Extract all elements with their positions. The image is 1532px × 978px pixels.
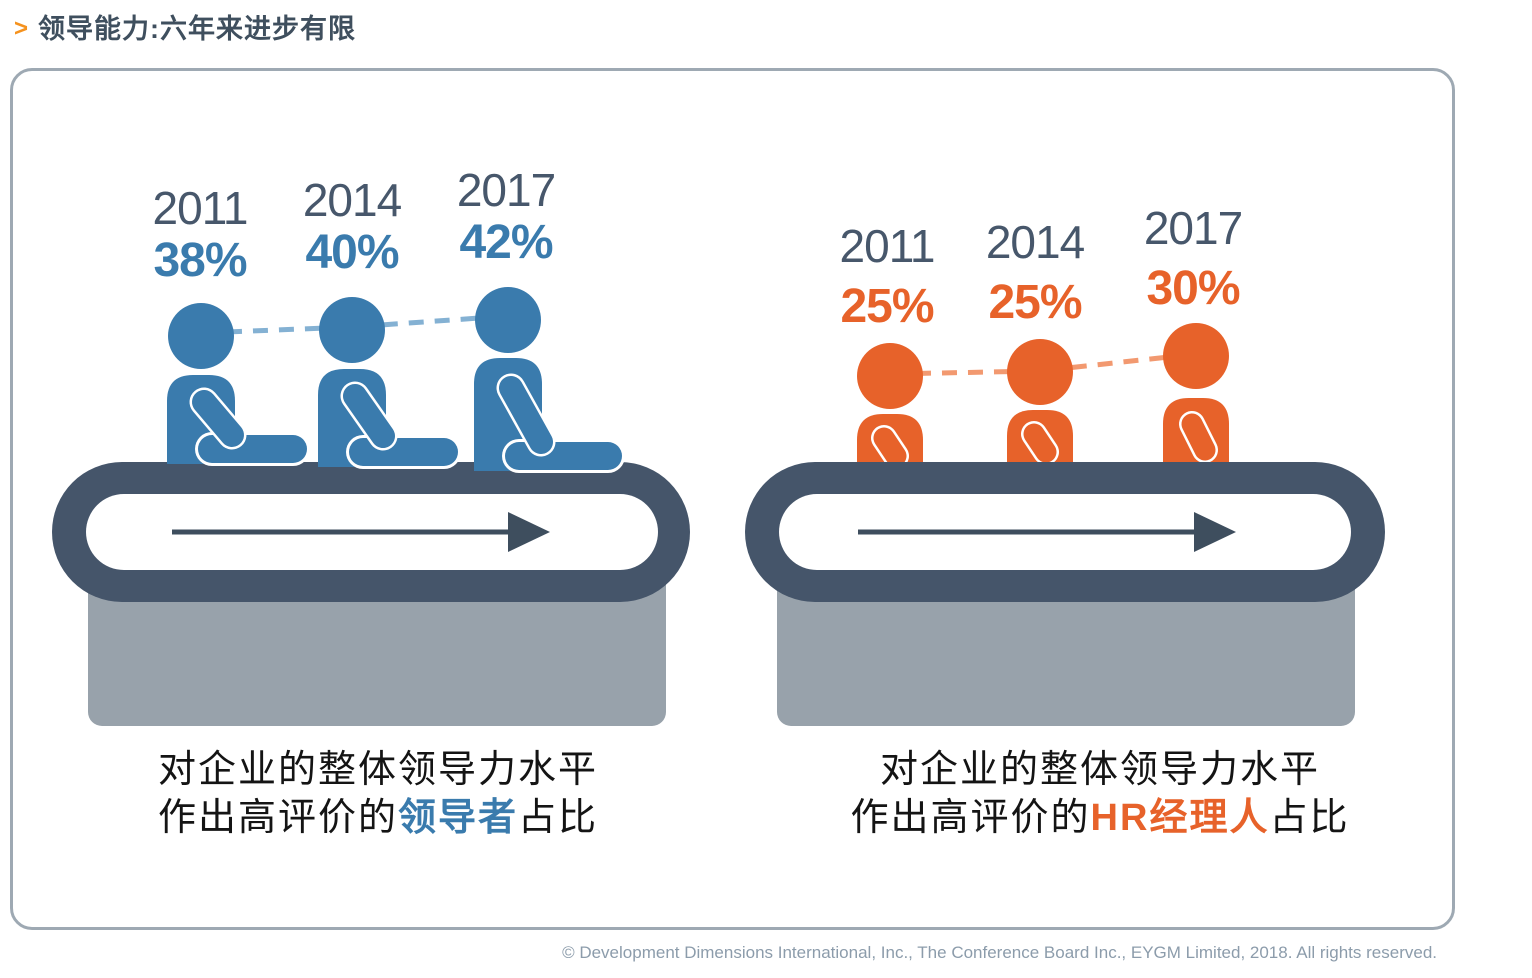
- leaders-caption-line1: 对企业的整体领导力水平: [157, 749, 599, 791]
- leaders-point-label-2014: 2014 40%: [302, 174, 402, 279]
- leaders-caption: 对企业的整体领导力水平 作出高评价的领导者占比: [158, 746, 598, 842]
- value-label: 42%: [459, 216, 553, 269]
- value-label: 38%: [153, 234, 247, 287]
- hr-caption-highlight: HR经理人: [1090, 797, 1270, 839]
- value-label: 30%: [1146, 262, 1240, 315]
- year-label: 2014: [985, 216, 1085, 268]
- leaders-caption-line2: 作出高评价的领导者占比: [157, 797, 599, 839]
- chevron-right-icon: >: [14, 15, 29, 42]
- copyright-text: © Development Dimensions International, …: [562, 943, 1437, 962]
- hr-point-label-2017: 2017 30%: [1143, 202, 1243, 315]
- year-label: 2011: [839, 220, 936, 272]
- hr-caption-line1: 对企业的整体领导力水平: [879, 749, 1321, 791]
- page-title: 领导能力:六年来进步有限: [38, 14, 357, 44]
- year-label: 2011: [152, 182, 249, 234]
- hr-caption: 对企业的整体领导力水平 作出高评价的HR经理人占比: [851, 746, 1350, 842]
- leaders-point-label-2017: 2017 42%: [456, 164, 556, 269]
- value-label: 40%: [305, 226, 399, 279]
- value-label: 25%: [988, 276, 1082, 329]
- year-label: 2017: [456, 164, 556, 216]
- page-header: > 领导能力:六年来进步有限: [14, 12, 356, 46]
- year-label: 2017: [1143, 202, 1243, 254]
- hr-point-label-2014: 2014 25%: [985, 216, 1085, 329]
- leaders-point-label-2011: 2011 38%: [152, 182, 249, 287]
- value-label: 25%: [840, 280, 934, 333]
- leaders-caption-highlight: 领导者: [397, 797, 519, 839]
- hr-caption-line2: 作出高评价的HR经理人占比: [850, 797, 1350, 839]
- hr-point-label-2011: 2011 25%: [839, 220, 936, 333]
- year-label: 2014: [302, 174, 402, 226]
